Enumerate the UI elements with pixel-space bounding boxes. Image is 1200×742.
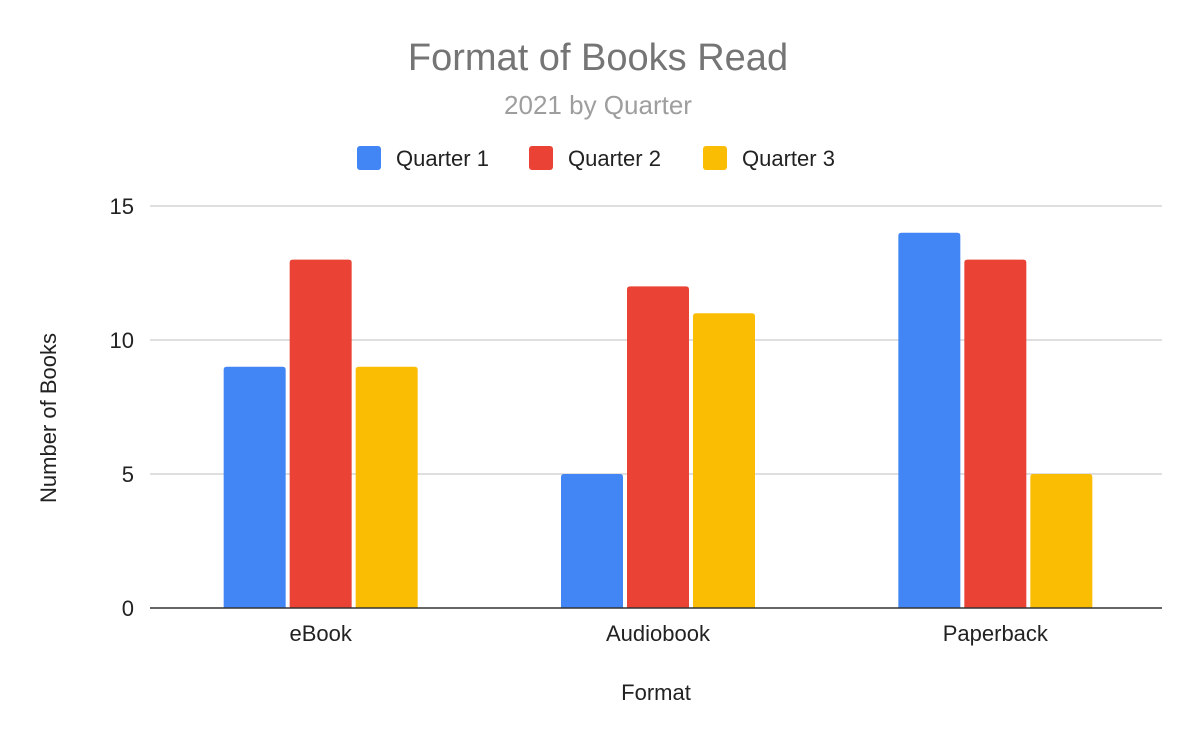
- chart-subtitle: 2021 by Quarter: [504, 90, 692, 120]
- y-tick-label: 15: [110, 194, 134, 219]
- bar-paperback-quarter-2: [964, 259, 1027, 608]
- legend-swatch-2: [529, 146, 553, 170]
- bars: [223, 232, 1093, 609]
- y-axis-ticks: 0 5 10 15: [110, 194, 134, 621]
- bar-audiobook-quarter-1: [561, 474, 623, 608]
- y-axis-title: Number of Books: [36, 333, 61, 503]
- legend: Quarter 1 Quarter 2 Quarter 3: [357, 146, 835, 171]
- chart-title: Format of Books Read: [408, 37, 788, 79]
- legend-swatch-3: [703, 146, 727, 170]
- bar-paperback-quarter-1: [898, 232, 961, 609]
- y-tick-label: 5: [122, 462, 134, 487]
- x-category-label: Audiobook: [606, 621, 711, 646]
- bar-ebook-quarter-3: [355, 366, 418, 608]
- bar-ebook-quarter-2: [289, 259, 352, 608]
- legend-swatch-1: [357, 146, 381, 170]
- x-category-label: eBook: [289, 621, 352, 646]
- y-tick-label: 0: [122, 596, 134, 621]
- y-tick-label: 10: [110, 328, 134, 353]
- bar-ebook-quarter-1: [223, 366, 286, 608]
- x-category-label: Paperback: [943, 621, 1049, 646]
- bar-audiobook-quarter-2: [627, 286, 689, 608]
- bar-audiobook-quarter-3: [693, 313, 755, 608]
- legend-label-3: Quarter 3: [742, 146, 835, 171]
- x-axis-title: Format: [621, 680, 691, 705]
- legend-label-2: Quarter 2: [568, 146, 661, 171]
- legend-label-1: Quarter 1: [396, 146, 489, 171]
- bar-paperback-quarter-3: [1030, 474, 1093, 608]
- x-axis-categories: eBook Audiobook Paperback: [289, 621, 1048, 646]
